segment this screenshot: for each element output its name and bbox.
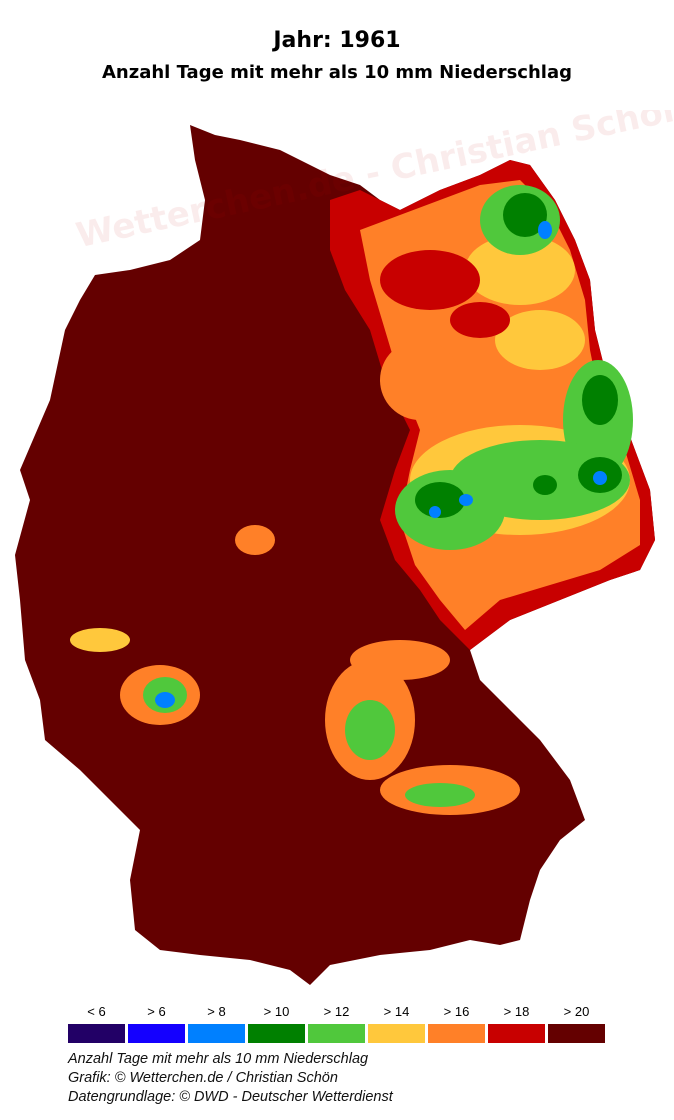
map-subtitle: Anzahl Tage mit mehr als 10 mm Niedersch… bbox=[101, 62, 572, 83]
legend-item: > 6 bbox=[128, 1004, 185, 1043]
legend-swatch bbox=[188, 1024, 245, 1043]
footer-credit: Grafik: © Wetterchen.de / Christian Schö… bbox=[68, 1070, 338, 1086]
footer-source: Datengrundlage: © DWD - Deutscher Wetter… bbox=[68, 1089, 393, 1105]
legend-label: > 10 bbox=[263, 1004, 290, 1019]
legend-item: > 20 bbox=[548, 1004, 605, 1043]
legend-item: > 18 bbox=[488, 1004, 545, 1043]
footer-description: Anzahl Tage mit mehr als 10 mm Niedersch… bbox=[68, 1051, 369, 1067]
legend-item: < 6 bbox=[68, 1004, 125, 1043]
legend-swatch bbox=[428, 1024, 485, 1043]
south-west-patches bbox=[70, 525, 520, 815]
legend-item: > 14 bbox=[368, 1004, 425, 1043]
footer: Anzahl Tage mit mehr als 10 mm Niedersch… bbox=[68, 1050, 393, 1107]
legend-label: > 6 bbox=[147, 1004, 166, 1019]
legend-label: > 18 bbox=[503, 1004, 530, 1019]
legend-label: > 14 bbox=[383, 1004, 410, 1019]
legend-item: > 8 bbox=[188, 1004, 245, 1043]
legend-label: < 6 bbox=[87, 1004, 106, 1019]
legend-label: > 8 bbox=[207, 1004, 226, 1019]
legend-swatch bbox=[128, 1024, 185, 1043]
legend-swatch bbox=[248, 1024, 305, 1043]
legend-item: > 10 bbox=[248, 1004, 305, 1043]
legend-label: > 12 bbox=[323, 1004, 350, 1019]
east-region bbox=[330, 160, 655, 650]
legend: < 6 > 6 > 8 > 10 > 12 > 14 > 16 > 18 > 20 bbox=[68, 1004, 605, 1043]
legend-swatch bbox=[68, 1024, 125, 1043]
map-title: Jahr: 1961 bbox=[273, 28, 401, 53]
germany-precipitation-map: Wetterchen.de - Christian Schön bbox=[15, 110, 674, 985]
legend-item: > 12 bbox=[308, 1004, 365, 1043]
legend-label: > 16 bbox=[443, 1004, 470, 1019]
legend-swatch bbox=[488, 1024, 545, 1043]
legend-label: > 20 bbox=[563, 1004, 590, 1019]
legend-item: > 16 bbox=[428, 1004, 485, 1043]
legend-swatch bbox=[548, 1024, 605, 1043]
legend-swatch bbox=[368, 1024, 425, 1043]
legend-swatch bbox=[308, 1024, 365, 1043]
